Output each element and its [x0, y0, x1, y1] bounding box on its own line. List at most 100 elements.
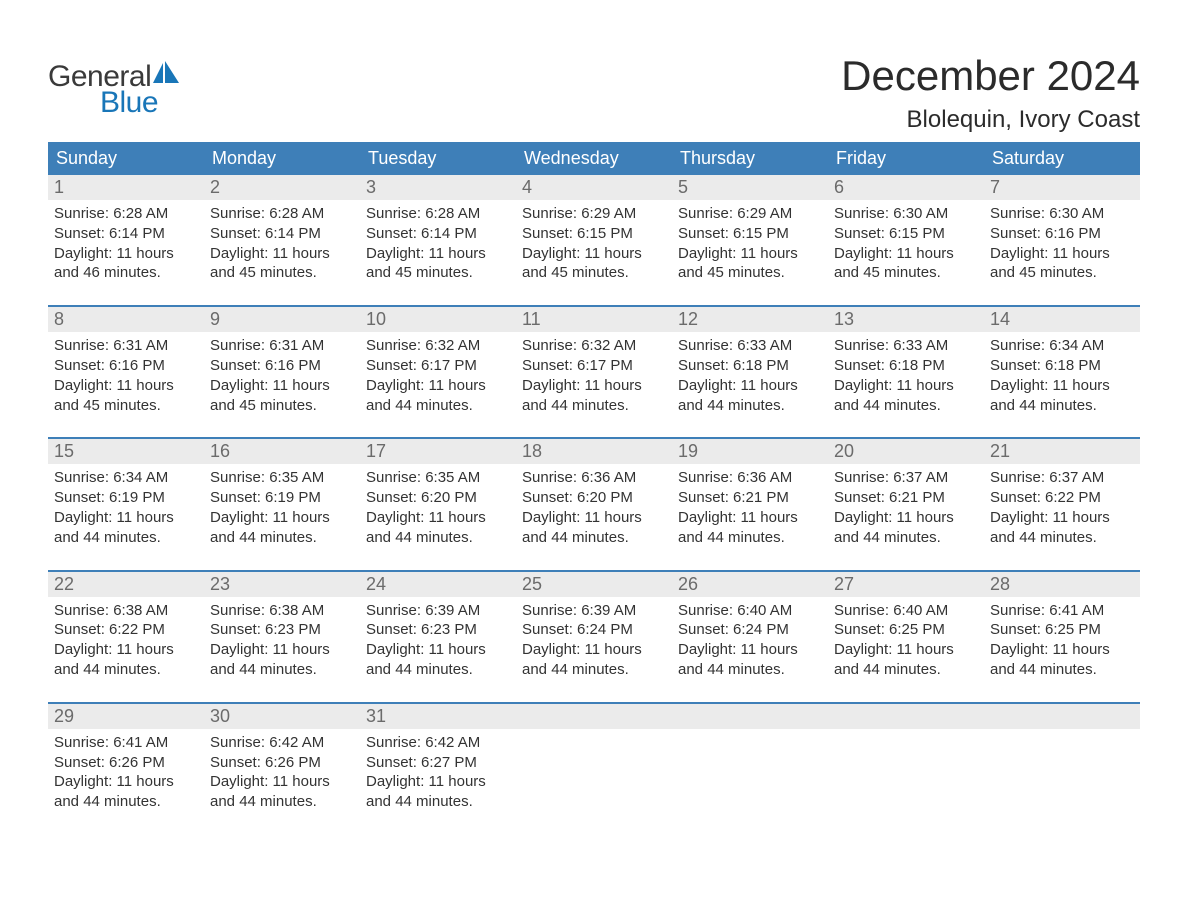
sunrise-line: Sunrise: 6:34 AM [990, 336, 1134, 356]
sunrise-line: Sunrise: 6:39 AM [366, 601, 510, 621]
day-body [828, 729, 984, 739]
sunset-line: Sunset: 6:26 PM [54, 753, 198, 773]
day-cell: 22Sunrise: 6:38 AMSunset: 6:22 PMDayligh… [48, 572, 204, 680]
day-number: 11 [516, 307, 672, 332]
calendar-page: General Blue December 2024 Blolequin, Iv… [0, 0, 1188, 834]
day-body: Sunrise: 6:29 AMSunset: 6:15 PMDaylight:… [516, 200, 672, 283]
daylight-line: Daylight: 11 hours and 44 minutes. [522, 640, 666, 680]
sunset-line: Sunset: 6:23 PM [366, 620, 510, 640]
day-number: 18 [516, 439, 672, 464]
day-body: Sunrise: 6:34 AMSunset: 6:18 PMDaylight:… [984, 332, 1140, 415]
day-cell: 27 Sunrise: 6:40 AMSunset: 6:25 PMDayligh… [828, 572, 984, 680]
day-number [828, 704, 984, 729]
day-body [516, 729, 672, 739]
title-block: December 2024 Blolequin, Ivory Coast [841, 40, 1140, 134]
dow-cell: Thursday [672, 142, 828, 175]
day-cell: 11Sunrise: 6:32 AMSunset: 6:17 PMDayligh… [516, 307, 672, 415]
sunrise-line: Sunrise: 6:40 AM [834, 601, 978, 621]
sunrise-line: Sunrise: 6:28 AM [54, 204, 198, 224]
sunset-line: Sunset: 6:22 PM [990, 488, 1134, 508]
daylight-line: Daylight: 11 hours and 44 minutes. [834, 376, 978, 416]
day-body [984, 729, 1140, 739]
daylight-line: Daylight: 11 hours and 45 minutes. [54, 376, 198, 416]
day-body: Sunrise: 6:30 AMSunset: 6:16 PMDaylight:… [984, 200, 1140, 283]
sunrise-line: Sunrise: 6:31 AM [54, 336, 198, 356]
day-body: Sunrise: 6:36 AMSunset: 6:21 PMDaylight:… [672, 464, 828, 547]
day-body: Sunrise: 6:34 AMSunset: 6:19 PMDaylight:… [48, 464, 204, 547]
dow-cell: Tuesday [360, 142, 516, 175]
day-cell: 31Sunrise: 6:42 AMSunset: 6:27 PMDayligh… [360, 704, 516, 812]
daylight-line: Daylight: 11 hours and 45 minutes. [834, 244, 978, 284]
page-title: December 2024 [841, 52, 1140, 100]
day-number: 16 [204, 439, 360, 464]
sunset-line: Sunset: 6:23 PM [210, 620, 354, 640]
day-body: Sunrise: 6:31 AMSunset: 6:16 PMDaylight:… [48, 332, 204, 415]
location: Blolequin, Ivory Coast [841, 106, 1140, 134]
day-number: 3 [360, 175, 516, 200]
day-cell: 30Sunrise: 6:42 AMSunset: 6:26 PMDayligh… [204, 704, 360, 812]
day-number: 13 [828, 307, 984, 332]
week-row: 15Sunrise: 6:34 AMSunset: 6:19 PMDayligh… [48, 437, 1140, 569]
daylight-line: Daylight: 11 hours and 44 minutes. [834, 640, 978, 680]
sunset-line: Sunset: 6:24 PM [522, 620, 666, 640]
sunrise-line: Sunrise: 6:41 AM [990, 601, 1134, 621]
sunset-line: Sunset: 6:19 PM [54, 488, 198, 508]
day-number: 31 [360, 704, 516, 729]
day-cell [672, 704, 828, 812]
day-number: 27 [828, 572, 984, 597]
day-cell: 4Sunrise: 6:29 AMSunset: 6:15 PMDaylight… [516, 175, 672, 283]
day-number [516, 704, 672, 729]
day-body: Sunrise: 6:35 AMSunset: 6:19 PMDaylight:… [204, 464, 360, 547]
day-number: 17 [360, 439, 516, 464]
sunrise-line: Sunrise: 6:37 AM [834, 468, 978, 488]
day-body: Sunrise: 6:36 AMSunset: 6:20 PMDaylight:… [516, 464, 672, 547]
sunset-line: Sunset: 6:25 PM [834, 620, 978, 640]
day-number: 24 [360, 572, 516, 597]
sunset-line: Sunset: 6:18 PM [990, 356, 1134, 376]
sunrise-line: Sunrise: 6:30 AM [834, 204, 978, 224]
day-cell: 13Sunrise: 6:33 AMSunset: 6:18 PMDayligh… [828, 307, 984, 415]
sunrise-line: Sunrise: 6:42 AM [210, 733, 354, 753]
day-body: Sunrise: 6:32 AMSunset: 6:17 PMDaylight:… [516, 332, 672, 415]
daylight-line: Daylight: 11 hours and 44 minutes. [54, 772, 198, 812]
daylight-line: Daylight: 11 hours and 44 minutes. [834, 508, 978, 548]
daylight-line: Daylight: 11 hours and 45 minutes. [990, 244, 1134, 284]
sunrise-line: Sunrise: 6:28 AM [366, 204, 510, 224]
day-number: 8 [48, 307, 204, 332]
day-number: 14 [984, 307, 1140, 332]
sunrise-line: Sunrise: 6:29 AM [522, 204, 666, 224]
day-number: 6 [828, 175, 984, 200]
sunrise-line: Sunrise: 6:42 AM [366, 733, 510, 753]
daylight-line: Daylight: 11 hours and 46 minutes. [54, 244, 198, 284]
sunset-line: Sunset: 6:26 PM [210, 753, 354, 773]
day-number: 5 [672, 175, 828, 200]
day-cell: 23Sunrise: 6:38 AMSunset: 6:23 PMDayligh… [204, 572, 360, 680]
daylight-line: Daylight: 11 hours and 45 minutes. [366, 244, 510, 284]
day-cell: 17Sunrise: 6:35 AMSunset: 6:20 PMDayligh… [360, 439, 516, 547]
daylight-line: Daylight: 11 hours and 44 minutes. [990, 508, 1134, 548]
day-number: 10 [360, 307, 516, 332]
day-number: 25 [516, 572, 672, 597]
week-row: 22Sunrise: 6:38 AMSunset: 6:22 PMDayligh… [48, 570, 1140, 702]
sunset-line: Sunset: 6:17 PM [522, 356, 666, 376]
sunset-line: Sunset: 6:22 PM [54, 620, 198, 640]
logo: General Blue [48, 40, 181, 120]
day-cell: 21Sunrise: 6:37 AMSunset: 6:22 PMDayligh… [984, 439, 1140, 547]
sunrise-line: Sunrise: 6:35 AM [366, 468, 510, 488]
daylight-line: Daylight: 11 hours and 44 minutes. [678, 640, 822, 680]
day-number: 23 [204, 572, 360, 597]
day-number: 1 [48, 175, 204, 200]
day-body: Sunrise: 6:32 AMSunset: 6:17 PMDaylight:… [360, 332, 516, 415]
logo-word-2: Blue [100, 86, 158, 120]
day-number: 19 [672, 439, 828, 464]
sunset-line: Sunset: 6:14 PM [54, 224, 198, 244]
sunrise-line: Sunrise: 6:40 AM [678, 601, 822, 621]
daylight-line: Daylight: 11 hours and 44 minutes. [366, 376, 510, 416]
daylight-line: Daylight: 11 hours and 44 minutes. [990, 640, 1134, 680]
daylight-line: Daylight: 11 hours and 45 minutes. [678, 244, 822, 284]
day-body: Sunrise: 6:33 AMSunset: 6:18 PMDaylight:… [828, 332, 984, 415]
day-cell [828, 704, 984, 812]
day-cell: 14Sunrise: 6:34 AMSunset: 6:18 PMDayligh… [984, 307, 1140, 415]
sunrise-line: Sunrise: 6:33 AM [678, 336, 822, 356]
daylight-line: Daylight: 11 hours and 44 minutes. [366, 508, 510, 548]
